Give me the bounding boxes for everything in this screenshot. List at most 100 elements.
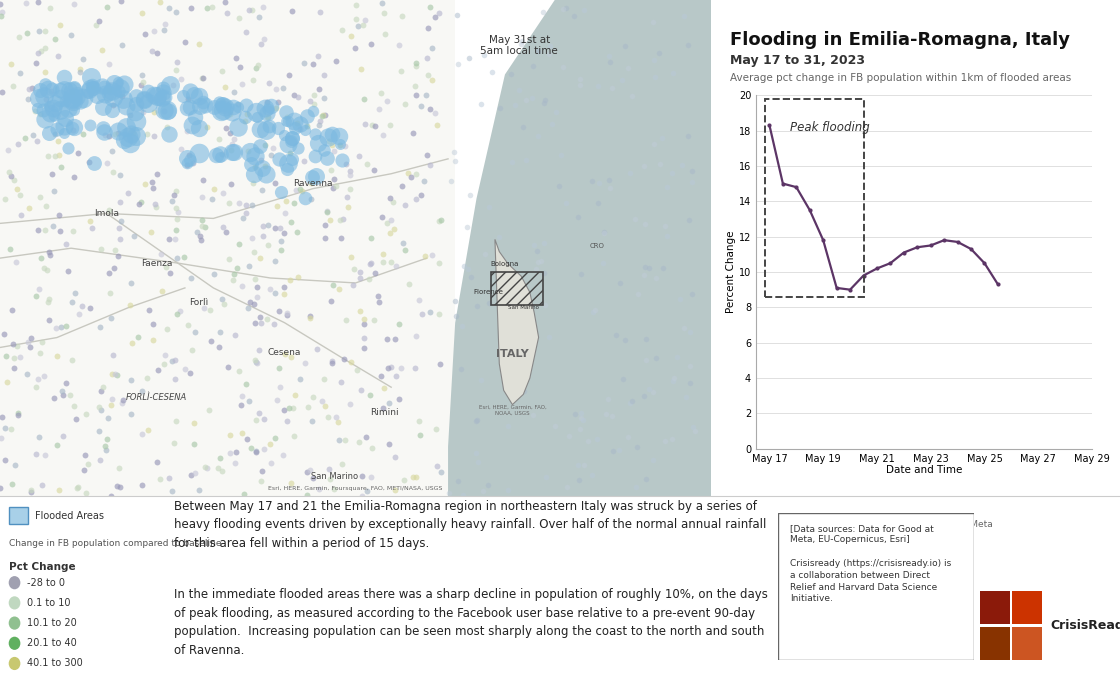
Point [363,442,381,453]
Point [637,474,655,485]
Point [110,76,128,87]
Point [156,104,174,115]
Point [96,129,114,140]
Point [37,94,55,105]
Point [127,107,144,118]
Point [647,352,665,363]
Point [297,357,315,368]
Point [454,490,472,500]
Point [665,373,683,384]
Point [472,99,489,109]
Point [95,441,113,452]
Point [320,474,338,485]
Point [622,398,640,409]
Point [560,430,578,441]
Point [213,66,231,77]
Point [213,99,231,109]
Point [480,201,498,212]
Point [65,172,83,183]
Point [282,154,300,165]
Point [59,143,77,154]
Point [236,27,254,37]
Point [428,120,446,131]
Point [178,125,196,136]
Point [25,129,43,140]
Point [381,120,399,131]
Point [260,78,278,88]
Point [349,437,367,447]
Point [240,302,258,313]
Point [336,435,354,445]
Point [57,321,75,332]
Point [196,222,214,233]
Point [221,448,239,459]
Point [393,11,411,22]
Point [270,363,288,374]
Point [613,74,631,85]
Point [258,314,276,325]
Point [222,109,240,120]
Text: Peak flooding: Peak flooding [790,120,869,133]
Point [671,294,689,305]
Point [211,149,228,160]
Point [7,256,25,267]
Point [133,479,151,490]
Point [278,415,296,426]
Point [233,79,251,90]
Point [536,300,554,311]
Point [55,120,73,131]
Text: [Data sources: Data for Good at
Meta, EU-Copernicus, Esri]

Crisisready (https:/: [Data sources: Data for Good at Meta, EU… [790,524,951,603]
Point [355,313,373,324]
Point [291,124,309,135]
Point [60,84,78,95]
Point [160,233,178,244]
Y-axis label: Percent Change: Percent Change [726,231,736,313]
Point [352,267,370,277]
Point [324,356,342,367]
Point [382,215,400,226]
Point [91,426,109,437]
Point [189,90,207,101]
Point [178,152,196,163]
Point [171,306,189,317]
Point [431,215,449,226]
Point [56,96,74,107]
Text: Esri, HERE, Garmin, Foursquare, FAO, METI/NASA, USGS: Esri, HERE, Garmin, Foursquare, FAO, MET… [269,486,442,492]
Point [280,70,298,81]
Point [584,307,601,318]
Point [11,352,29,362]
Point [75,465,93,476]
Point [475,485,493,496]
Point [120,187,138,198]
Point [283,132,301,143]
Point [31,252,49,263]
Point [262,284,280,294]
Point [390,394,408,405]
Point [386,261,404,272]
Point [536,95,554,105]
Point [0,194,15,205]
Point [48,439,66,450]
Point [259,112,277,122]
Point [94,101,112,112]
Point [106,369,124,379]
Point [144,90,162,101]
Point [94,122,112,133]
Point [371,104,389,115]
Point [616,335,634,346]
Point [190,39,208,50]
Point [483,66,501,77]
Point [0,329,13,340]
Point [255,103,273,114]
Point [151,0,169,7]
Point [211,133,228,144]
Point [225,458,243,469]
Point [100,267,118,278]
Point [441,175,459,186]
Point [374,403,392,414]
Point [16,133,34,143]
Point [422,250,440,260]
Point [417,90,435,101]
Point [134,95,152,105]
Point [143,335,161,345]
